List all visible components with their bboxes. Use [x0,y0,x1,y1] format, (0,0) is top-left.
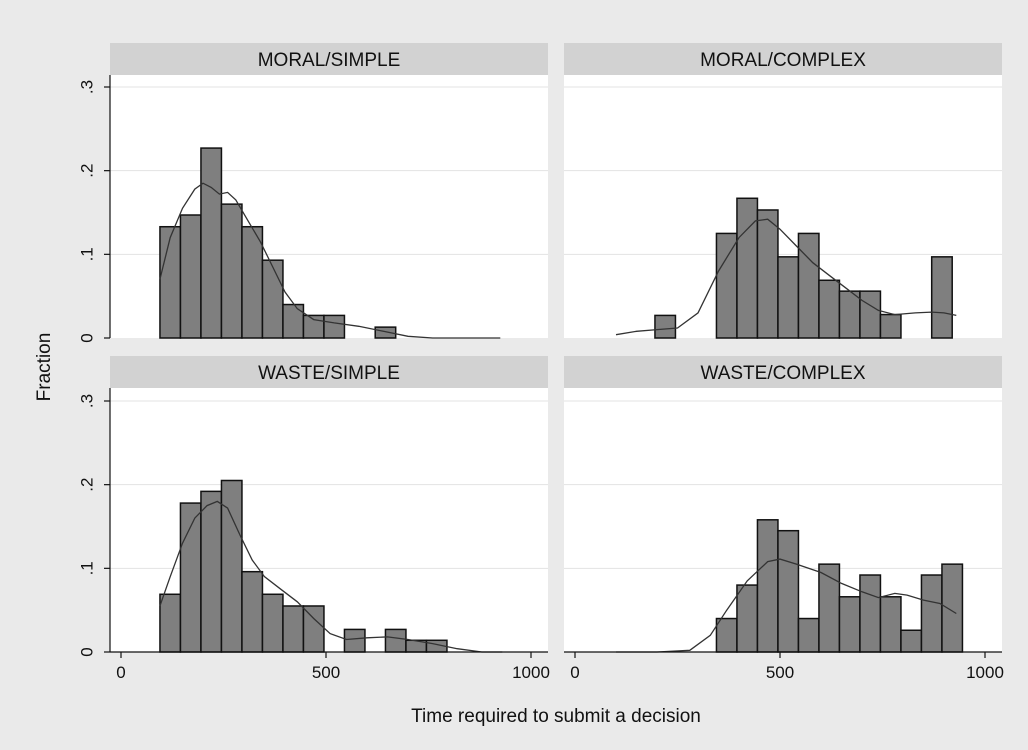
x-tick-label: 1000 [512,663,550,682]
density-curve [159,500,503,653]
panel-header [564,356,1002,388]
x-tick-label: 500 [312,663,340,682]
histogram-bar [879,596,902,653]
panel-title: WASTE/COMPLEX [700,363,865,384]
histogram-bar [200,490,223,653]
histogram-bar [261,593,284,653]
histogram-bar [756,209,779,339]
x-tick-label: 1000 [966,663,1004,682]
histogram-bar [200,147,223,339]
y-tick-label: .1 [77,561,96,575]
density-curve [616,558,957,653]
histogram-bar [384,628,407,653]
histogram-bar [838,596,861,653]
x-tick-label: 0 [116,663,125,682]
histogram-bar [282,605,305,653]
histogram-bar [777,256,800,339]
histogram-bar [736,197,759,339]
y-axis-label: Fraction [34,333,55,402]
y-tick-label: .2 [77,478,96,492]
panel-title: MORAL/COMPLEX [700,50,866,71]
density-curve [615,218,957,336]
x-axis-label: Time required to submit a decision [411,706,701,727]
histogram-bar [159,593,182,653]
histogram-bar [920,574,943,653]
panel-header [110,356,548,388]
panel-waste-complex: WASTE/COMPLEX 0 500 1000 [564,356,1004,682]
histogram-bar [756,519,779,653]
histogram-bar [930,256,953,339]
histogram-bar [797,617,820,653]
histogram-bar [736,584,759,653]
histogram-bar [241,570,264,653]
histogram-bar [859,574,882,653]
y-tick-label: .2 [77,164,96,178]
histogram-bar [879,313,902,339]
histogram-bar [818,279,841,339]
histogram-bar [715,232,738,339]
histogram-bar [241,225,264,339]
histogram-bar [282,303,305,339]
histogram-bar [302,605,325,653]
y-tick-label: 0 [77,333,96,342]
histogram-bar [715,617,738,653]
histogram-bar [859,290,882,339]
density-curve [159,182,501,339]
panel-header [564,43,1002,75]
histogram-bar [302,314,325,339]
histogram-bar [323,314,346,339]
histogram-bar [838,290,861,339]
panel-moral-complex: MORAL/COMPLEX [564,43,1002,339]
histogram-bar [343,628,366,653]
x-tick-label: 500 [766,663,794,682]
y-tick-label: .3 [77,394,96,408]
panel-waste-simple: WASTE/SIMPLE 0 .1 .2 .3 0 500 1000 [77,356,550,682]
histogram-bar [179,214,202,339]
panel-header [110,43,548,75]
panel-title: MORAL/SIMPLE [258,50,401,71]
histogram-bar [941,563,964,653]
y-tick-label: 0 [77,647,96,656]
histogram-bar [654,314,677,339]
histogram-bar [900,629,923,653]
histogram-bar [159,225,182,339]
histogram-bar [777,529,800,653]
panel-title: WASTE/SIMPLE [258,363,400,384]
y-tick-label: .3 [77,80,96,94]
panel-moral-simple: MORAL/SIMPLE 0 .1 .2 .3 [77,43,548,343]
histogram-bar [374,326,397,339]
histogram-bar [220,203,243,339]
histogram-bar [797,232,820,339]
histogram-bar [261,259,284,339]
x-tick-label: 0 [570,663,579,682]
y-tick-label: .1 [77,247,96,261]
